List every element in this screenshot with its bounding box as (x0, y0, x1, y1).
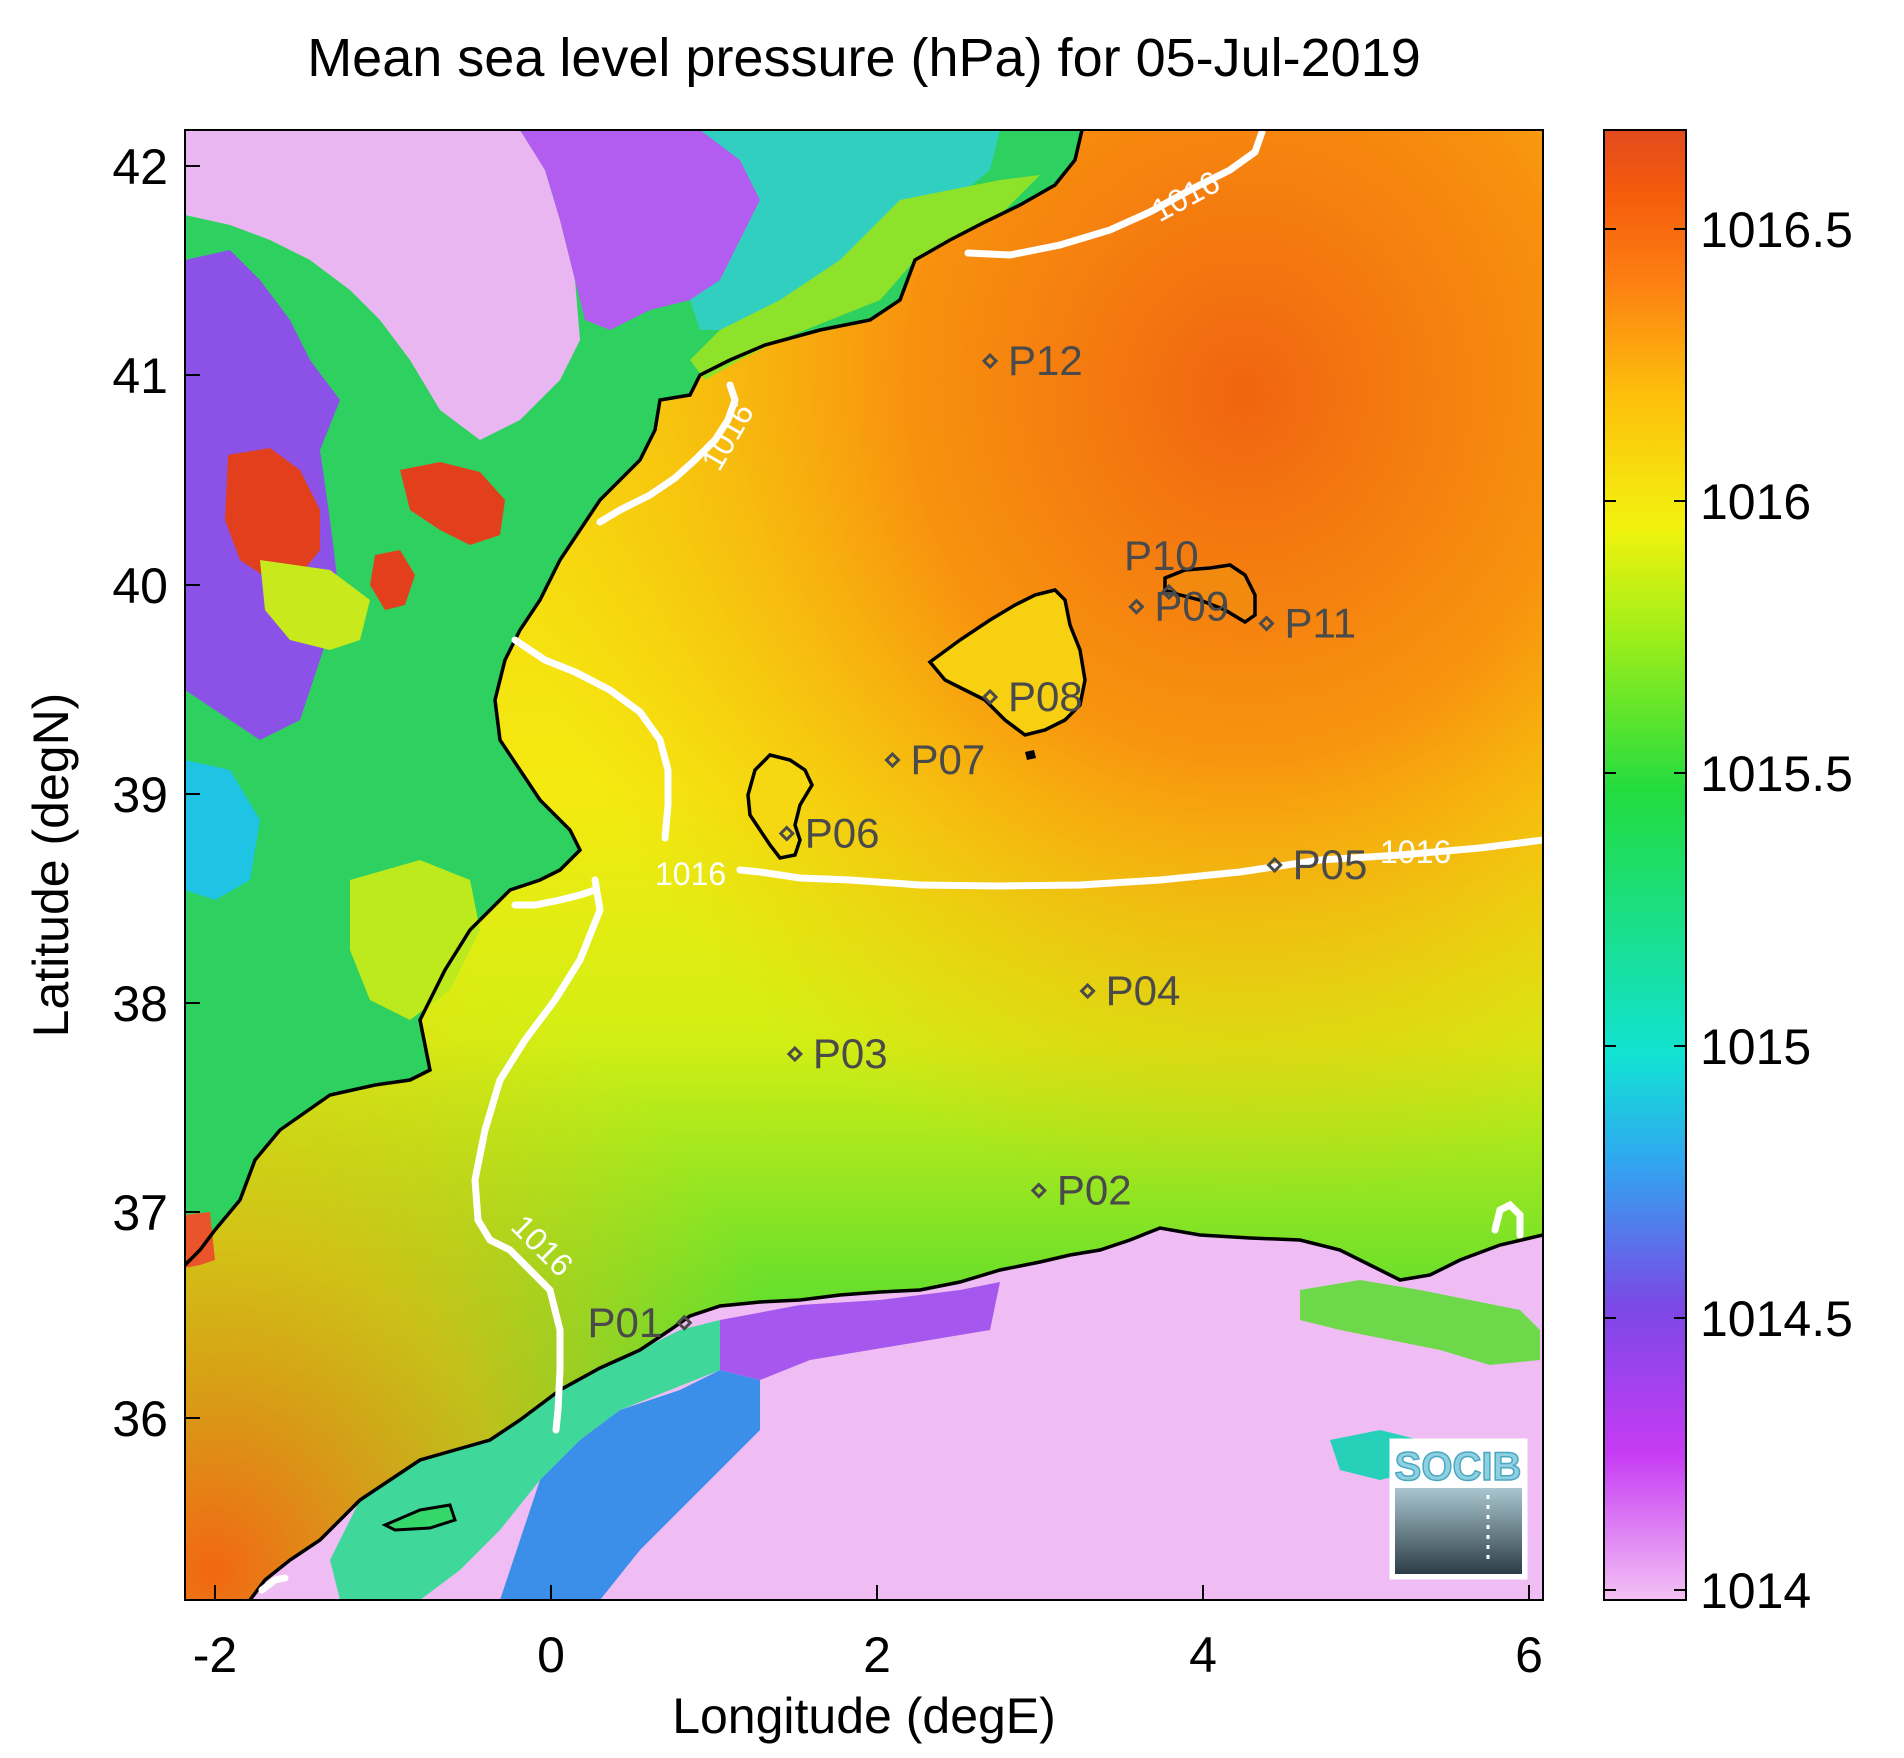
terrain-green-coast (690, 175, 1040, 380)
station-marker (1079, 982, 1096, 1000)
colorbar-tick-label: 1014.5 (1700, 1291, 1853, 1347)
chart-title: Mean sea level pressure (hPa) for 05-Jul… (307, 28, 1421, 88)
station-marker (981, 688, 999, 706)
station-marker (1258, 615, 1275, 632)
terrain-green-africa-east (1300, 1280, 1540, 1365)
terrain-cyan-band (690, 130, 1000, 330)
island-menorca (1163, 563, 1257, 625)
coastline-africa (248, 1226, 1543, 1600)
station-label: P08 (1008, 673, 1083, 720)
station-label: P11 (1285, 600, 1357, 647)
contour-label: 1016 (1380, 834, 1451, 870)
y-tick-label: 39 (112, 767, 168, 823)
y-tick-label: 40 (112, 558, 168, 614)
station-marker (1128, 598, 1145, 615)
terrain-purple-north (520, 130, 760, 330)
terrain-red-peak-1 (225, 448, 320, 580)
x-axis-label: Longitude (degE) (672, 1688, 1056, 1744)
terrain-red-peak-2 (400, 462, 505, 545)
terrain-yellow-patch (260, 560, 370, 650)
terrain-red-peak-3 (370, 550, 415, 610)
y-axis: 36 37 38 39 40 41 42 Latitude (degN) (23, 139, 200, 1447)
x-tick-label: -2 (193, 1627, 237, 1683)
station-marker (786, 1045, 804, 1063)
plot-area: 1016 1016 1016 1016 1016 P01P02P03P04P05… (185, 130, 1543, 1600)
station-marker (778, 825, 795, 842)
x-tick-label: 6 (1515, 1627, 1543, 1683)
station-marker (1160, 583, 1178, 601)
socib-logo-text: SOCIB (1395, 1445, 1522, 1489)
colorbar-tick-label: 1015.5 (1700, 746, 1853, 802)
station-label: P04 (1106, 967, 1181, 1014)
terrain-lavender-north (185, 130, 580, 440)
y-tick-label: 41 (112, 348, 168, 404)
colorbar: 1014 1014.5 1015 1015.5 1016 1016.5 (1603, 129, 1853, 1619)
station-label: P10 (1124, 532, 1199, 579)
station-label: P09 (1154, 583, 1229, 630)
colorbar-ticks (1604, 228, 1686, 1591)
colorbar-tick-label: 1016 (1700, 474, 1811, 530)
coastline-alboran-island (381, 1503, 457, 1532)
y-tick-label: 38 (112, 976, 168, 1032)
terrain-purple-africa (720, 1282, 1000, 1380)
land-north-africa (185, 1228, 1543, 1600)
colorbar-gradient (1603, 129, 1687, 1601)
terrain-red-sw (185, 1212, 215, 1268)
x-axis: -2 0 2 4 6 Longitude (degE) (193, 1585, 1543, 1744)
station-marker (1266, 856, 1283, 874)
x-tick-label: 4 (1189, 1627, 1217, 1683)
contour-1016 (258, 130, 1543, 1594)
x-tick-label: 0 (537, 1627, 565, 1683)
terrain-blue-patch (185, 760, 260, 900)
y-tick-label: 36 (112, 1391, 168, 1447)
y-tick-label: 42 (112, 139, 168, 195)
station-label: P12 (1008, 337, 1083, 384)
station-label: P02 (1057, 1167, 1132, 1214)
colorbar-tick-label: 1016.5 (1700, 202, 1853, 258)
island-ibiza (746, 753, 814, 860)
station-marker (884, 751, 901, 769)
x-tick-label: 2 (863, 1627, 891, 1683)
station-label: P03 (813, 1030, 888, 1077)
y-tick-label: 37 (112, 1185, 168, 1241)
station-marker (1030, 1182, 1047, 1199)
station-label: P06 (805, 810, 880, 857)
station-label: P01 (588, 1299, 663, 1346)
colorbar-tick-label: 1015 (1700, 1019, 1811, 1075)
island-cabrera (1025, 750, 1036, 760)
station-label: P07 (910, 736, 985, 783)
y-axis-label: Latitude (degN) (23, 693, 79, 1038)
terrain-yellow-southeast (350, 860, 480, 1020)
terrain-blue-africa (500, 1370, 760, 1600)
socib-logo: SOCIB (1389, 1438, 1528, 1580)
station-label: P05 (1293, 841, 1368, 888)
station-marker (676, 1314, 693, 1331)
plot-frame (184, 129, 1544, 1601)
terrain-green-africa-coast (330, 1320, 720, 1600)
contour-label: 1016 (655, 856, 726, 892)
station-marker (981, 352, 999, 370)
colorbar-tick-label: 1014 (1700, 1563, 1811, 1619)
coastline-iberia (185, 130, 1084, 1267)
